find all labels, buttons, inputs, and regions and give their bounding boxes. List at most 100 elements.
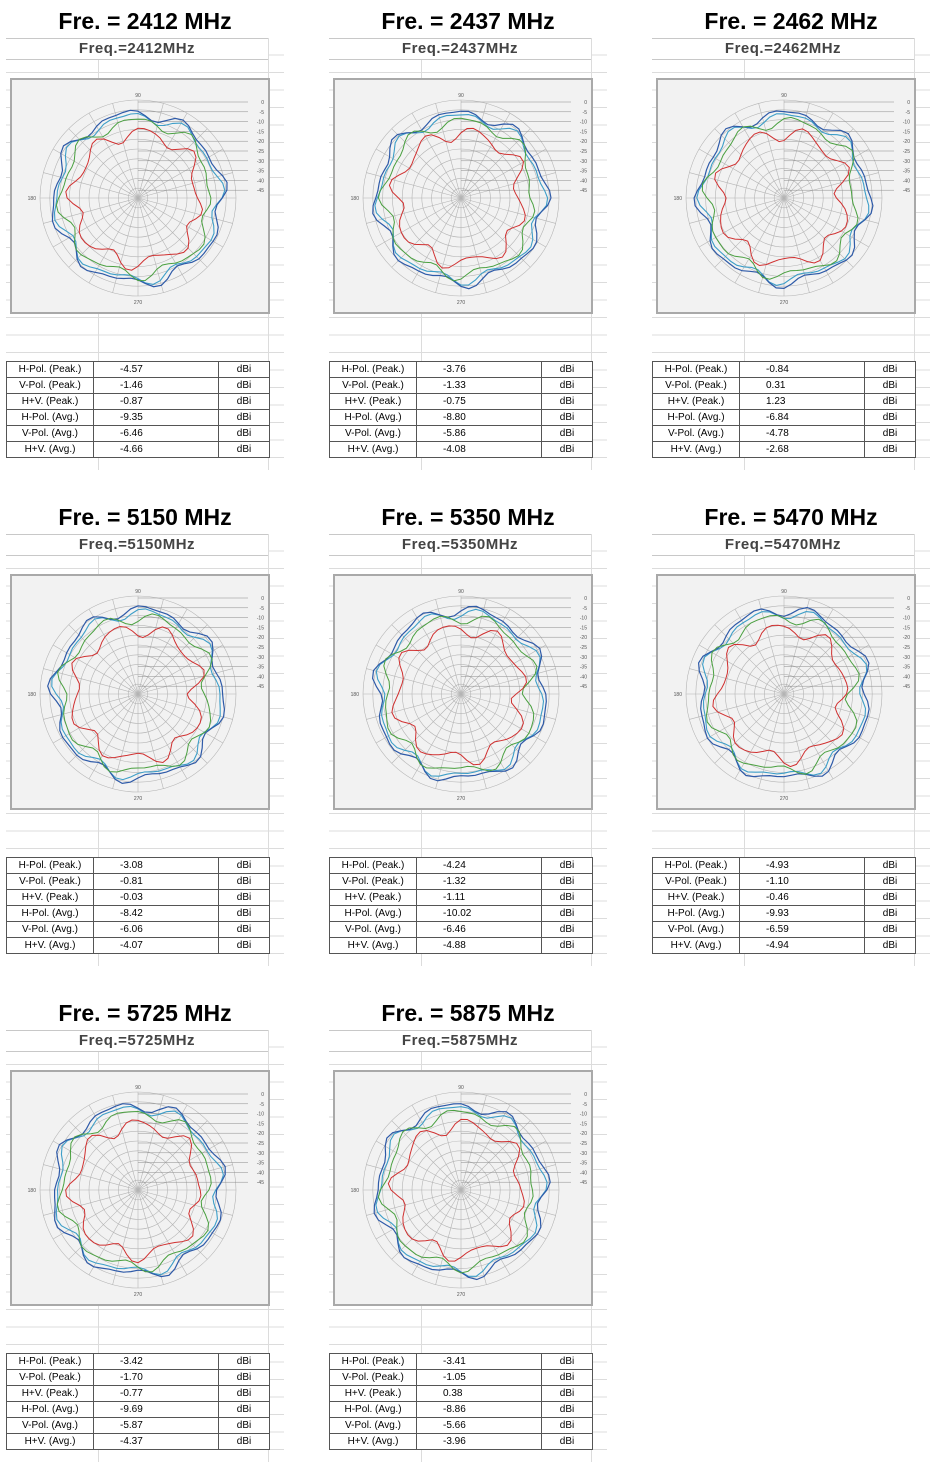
scale-tick-label: -25 (257, 645, 264, 651)
scale-tick-label: -40 (257, 178, 264, 184)
table-row: H-Pol. (Peak.) -4.93 dBi (652, 857, 916, 874)
v-pol-trace (383, 615, 538, 772)
grid-spoke (391, 1189, 462, 1260)
polar-plot: 0 -5 -10 -15 -20 -25 -30 -35 -40 -45 90 180 270 (333, 1070, 593, 1306)
grid-spoke (391, 128, 462, 199)
grid-spoke (460, 197, 511, 284)
row-label: V-Pol. (Avg.) (6, 1417, 94, 1434)
scale-tick-label: -20 (257, 139, 264, 145)
grid-spoke (52, 644, 139, 695)
row-label: H-Pol. (Peak.) (329, 1353, 417, 1370)
row-label: V-Pol. (Peak.) (6, 1369, 94, 1386)
row-value: -9.69 (93, 1401, 219, 1418)
row-unit: dBi (541, 1353, 593, 1370)
scale-tick-label: -10 (903, 120, 910, 126)
scale-tick-label: 0 (907, 100, 910, 106)
scale-tick-label: -25 (257, 149, 264, 155)
grid-spoke (460, 197, 556, 224)
frequency-heading: Fre. = 2437 MHz (381, 8, 555, 34)
scale-tick-label: -40 (903, 178, 910, 184)
grid-spoke (137, 693, 224, 744)
grid-spoke (88, 1189, 139, 1276)
table-row: V-Pol. (Peak.) -1.10 dBi (652, 873, 916, 890)
scale-tick-label: -30 (580, 655, 587, 661)
row-value: -9.93 (739, 905, 865, 922)
grid-spoke (137, 668, 233, 695)
row-unit: dBi (218, 1433, 270, 1450)
scale-tick-label: -35 (257, 1161, 264, 1167)
grid-spoke (137, 197, 188, 284)
grid-spoke (375, 148, 462, 199)
grid-spoke (366, 172, 462, 199)
row-value: -3.41 (416, 1353, 542, 1370)
axis-label-bottom: 270 (457, 300, 466, 306)
row-value: -5.86 (416, 425, 542, 442)
table-row: H+V. (Peak.) -0.77 dBi (6, 1385, 270, 1402)
row-label: V-Pol. (Peak.) (652, 377, 740, 394)
table-row: H+V. (Avg.) -2.68 dBi (652, 441, 916, 458)
h-pol-trace (71, 625, 205, 764)
row-label: H+V. (Avg.) (6, 937, 94, 954)
scale-tick-label: -5 (906, 606, 911, 612)
table-row: V-Pol. (Avg.) -6.46 dBi (329, 921, 593, 938)
grid-spoke (68, 693, 139, 764)
row-value: -4.94 (739, 937, 865, 954)
scale-tick-label: -20 (580, 139, 587, 145)
grid-spoke (137, 128, 208, 199)
scale-tick-label: -10 (580, 616, 587, 622)
row-label: V-Pol. (Avg.) (329, 921, 417, 938)
scale-tick-label: -35 (580, 665, 587, 671)
grid-spoke (43, 668, 139, 695)
spreadsheet-area: Freq.=2462MHz 0 -5 -10 -15 -20 -25 -30 -35 -40 -45… (652, 38, 930, 470)
scale-tick-label: 0 (261, 596, 264, 602)
row-value: -4.37 (93, 1433, 219, 1450)
table-row: H+V. (Avg.) -4.94 dBi (652, 937, 916, 954)
row-label: H-Pol. (Peak.) (6, 361, 94, 378)
v-pol-trace (377, 1109, 534, 1274)
row-value: -4.78 (739, 425, 865, 442)
row-value: -1.46 (93, 377, 219, 394)
h-pol-trace (387, 1118, 525, 1262)
row-label: H-Pol. (Peak.) (6, 857, 94, 874)
grid-spoke (783, 148, 870, 199)
scale-tick-label: -40 (580, 1170, 587, 1176)
grid-spoke (714, 197, 785, 268)
grid-spoke (137, 1189, 224, 1240)
grid-spoke (734, 693, 785, 780)
scale-tick-label: -10 (257, 120, 264, 126)
grid-spoke (783, 693, 834, 780)
scale-tick-label: -25 (257, 1141, 264, 1147)
row-unit: dBi (864, 873, 916, 890)
scale-tick-label: -15 (580, 625, 587, 631)
row-value: -0.46 (739, 889, 865, 906)
grid-spoke (460, 668, 556, 695)
scale-tick-label: -35 (257, 665, 264, 671)
row-unit: dBi (864, 361, 916, 378)
axis-label-left: 180 (351, 196, 360, 202)
table-row: H-Pol. (Avg.) -6.84 dBi (652, 409, 916, 426)
row-value: -3.08 (93, 857, 219, 874)
row-label: V-Pol. (Avg.) (6, 425, 94, 442)
table-row: V-Pol. (Avg.) -5.66 dBi (329, 1417, 593, 1434)
v-pol-trace (705, 614, 860, 775)
polar-plot: 0 -5 -10 -15 -20 -25 -30 -35 -40 -45 90 180 270 (10, 1070, 270, 1306)
spreadsheet-area: Freq.=2412MHz 0 -5 -10 -15 -20 -25 -30 -35 -40 -45… (6, 38, 284, 470)
scale-tick-label: 0 (261, 100, 264, 106)
scale-tick-label: 0 (261, 1092, 264, 1098)
table-row: H+V. (Peak.) -0.46 dBi (652, 889, 916, 906)
table-row: H-Pol. (Peak.) -4.57 dBi (6, 361, 270, 378)
row-label: V-Pol. (Avg.) (6, 921, 94, 938)
hv-trace (53, 1103, 226, 1278)
row-label: V-Pol. (Avg.) (652, 921, 740, 938)
scale-tick-label: -10 (580, 120, 587, 126)
row-value: -6.06 (93, 921, 219, 938)
table-row: H-Pol. (Avg.) -8.80 dBi (329, 409, 593, 426)
row-label: V-Pol. (Peak.) (329, 873, 417, 890)
table-row: V-Pol. (Peak.) -1.05 dBi (329, 1369, 593, 1386)
row-label: H+V. (Avg.) (652, 441, 740, 458)
grid-spoke (460, 693, 547, 744)
row-label: H-Pol. (Avg.) (6, 409, 94, 426)
row-label: H+V. (Avg.) (329, 937, 417, 954)
v-pol-trace (701, 116, 859, 280)
polar-plot: 0 -5 -10 -15 -20 -25 -30 -35 -40 -45 90 180 270 (10, 574, 270, 810)
